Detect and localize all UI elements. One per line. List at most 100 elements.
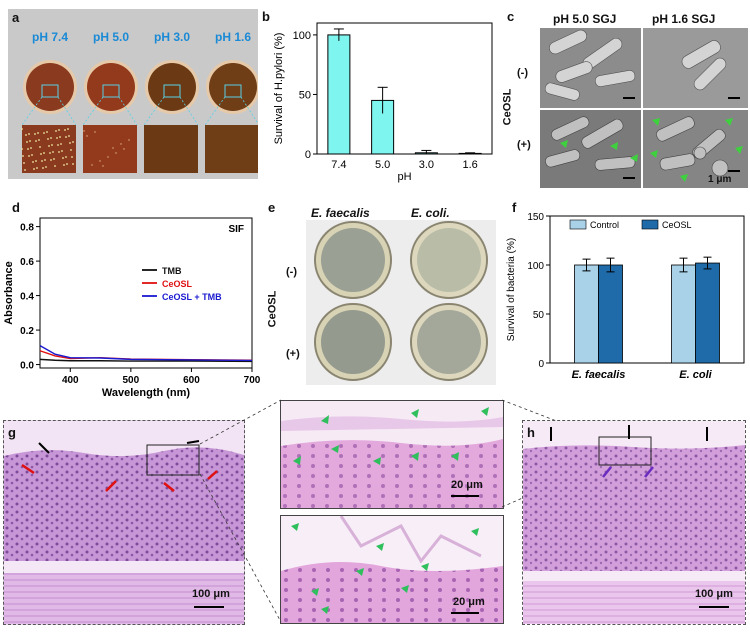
e-row-minus: (-) — [286, 266, 297, 278]
a-ph-label-3: pH 1.6 — [215, 30, 251, 44]
panel-a-graphic: pH 7.4 pH 5.0 pH 3.0 pH 1.6 — [21, 30, 258, 173]
a-colony — [58, 129, 60, 131]
a-colony — [94, 131, 96, 133]
a-colony — [48, 145, 50, 147]
a-colony — [25, 134, 27, 136]
panel-e: e E. faecalis E. coli. (-) (+) CeOSL — [266, 198, 496, 386]
b-bar-0 — [327, 34, 351, 155]
a-colony — [27, 148, 29, 150]
c-col-title-1: pH 5.0 SGJ — [553, 12, 617, 26]
a-colony — [37, 132, 39, 134]
a-zoom-box-2 — [163, 84, 181, 98]
a-colony — [31, 154, 33, 156]
a-colony — [46, 131, 48, 133]
panel-f-label: f — [512, 200, 517, 215]
a-colony — [57, 144, 59, 146]
a-plate-2 — [148, 63, 196, 111]
d-ytick-label: 0.4 — [20, 292, 34, 303]
a-colony — [42, 167, 44, 169]
a-colony — [112, 147, 114, 149]
f-ytick-label: 150 — [527, 212, 544, 223]
a-colony — [86, 135, 88, 137]
f-legend-label-1: CeOSL — [662, 220, 692, 230]
a-colony — [61, 150, 63, 152]
d-annotation: SIF — [228, 224, 244, 235]
panel-e-label: e — [268, 200, 276, 215]
a-ph-label-0: pH 7.4 — [32, 30, 68, 44]
panel-g-label: g — [8, 425, 16, 440]
d-ytick-label: 0.6 — [20, 257, 34, 268]
c-scale-label: 1 μm — [708, 174, 732, 185]
b-ylabel: Survival of H.pylori (%) — [273, 33, 285, 145]
histology-g — [4, 421, 244, 624]
a-colony — [60, 143, 62, 145]
a-colony — [102, 165, 104, 167]
a-colony — [38, 139, 40, 141]
histology-zoom-bottom — [281, 516, 503, 623]
panel-g: g 100 μm — [3, 420, 245, 625]
a-colony — [55, 130, 57, 132]
a-colony — [21, 148, 23, 150]
a-colony — [26, 141, 28, 143]
d-ytick-label: 0.0 — [20, 361, 34, 372]
b-xtick-label-3: 1.6 — [462, 159, 477, 171]
h-scale-label: 100 μm — [695, 588, 733, 600]
b-ytick-label: 50 — [299, 89, 311, 101]
panel-d: d 0.0 0.2 0.4 0.6 0.8 400 500 600 700 Wavelength … — [0, 200, 260, 400]
f-xtick-label-1: E. coli — [679, 369, 712, 381]
a-zoom-2 — [144, 125, 198, 173]
a-ph-label-1: pH 5.0 — [93, 30, 129, 44]
agar-plates — [306, 220, 496, 385]
e-row-plus: (+) — [286, 348, 300, 360]
a-colony — [62, 157, 64, 159]
a-ph-label-2: pH 3.0 — [154, 30, 190, 44]
a-colony — [32, 161, 34, 163]
a-colony — [43, 152, 45, 154]
a-zoom-1 — [83, 125, 137, 173]
a-colony — [28, 133, 30, 135]
b-xtick-label-0: 7.4 — [331, 159, 346, 171]
e-col-title-2: E. coli. — [411, 206, 450, 220]
a-colony — [72, 141, 74, 143]
b-ytick-label: 100 — [293, 30, 311, 42]
d-axes-frame — [39, 217, 253, 369]
a-colony — [21, 128, 23, 130]
a-colony — [91, 164, 93, 166]
a-colony — [52, 151, 54, 153]
a-plate-0 — [26, 63, 74, 111]
a-colony — [107, 156, 109, 158]
a-colony — [30, 147, 32, 149]
d-xtick-label: 700 — [244, 375, 260, 386]
panel-h: h 100 μm — [522, 420, 746, 625]
a-zoom-line-r-0 — [57, 96, 77, 126]
b-xtick-label-1: 5.0 — [375, 159, 390, 171]
b-xtick-label-2: 3.0 — [419, 159, 434, 171]
a-colony — [99, 160, 101, 162]
a-colony — [59, 136, 61, 138]
d-legend-label-1: CeOSL — [162, 279, 193, 289]
d-xlabel: Wavelength (nm) — [102, 387, 191, 399]
d-xtick-label: 600 — [183, 375, 200, 386]
histology-zoom-top — [281, 401, 503, 508]
panel-h-label: h — [527, 425, 535, 440]
d-legend-label-2: CeOSL + TMB — [162, 292, 222, 302]
a-colony — [35, 140, 37, 142]
a-colony — [58, 151, 60, 153]
f-legend-label-0: Control — [590, 220, 619, 230]
a-zoom-box-0 — [41, 84, 59, 98]
panel-b-label: b — [262, 9, 270, 24]
panel-d-label: d — [12, 200, 20, 215]
c-col-title-2: pH 1.6 SGJ — [652, 12, 716, 26]
a-colony — [44, 159, 46, 161]
a-colony — [64, 129, 66, 131]
d-ylabel: Absorbance — [3, 261, 15, 325]
a-zoom-line-r-2 — [179, 96, 199, 126]
a-colony — [71, 156, 73, 158]
zoom-top-scale: 20 μm — [451, 479, 483, 491]
a-colony — [36, 167, 38, 169]
a-colony — [50, 159, 52, 161]
a-zoom-box-3 — [224, 84, 242, 98]
a-colony — [49, 152, 51, 154]
a-colony — [24, 169, 26, 171]
e-col-title-1: E. faecalis — [311, 206, 370, 220]
